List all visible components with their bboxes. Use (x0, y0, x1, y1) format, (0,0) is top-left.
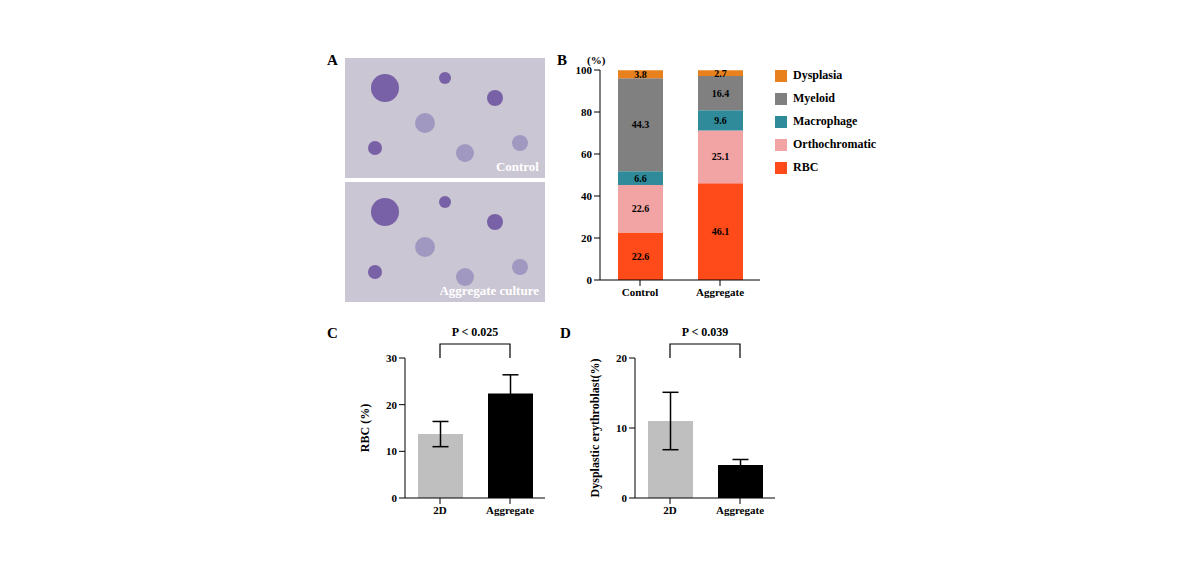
html-text:A: A (327, 52, 338, 68)
svg-text:60: 60 (581, 148, 593, 160)
svg-text:22.6: 22.6 (632, 203, 650, 214)
svg-text:80: 80 (581, 106, 593, 118)
svg-text:Aggregate: Aggregate (696, 286, 744, 298)
html-text:B: B (557, 52, 567, 68)
html-text:Macrophage: Macrophage (793, 114, 858, 128)
svg-text:6.6: 6.6 (634, 173, 647, 184)
svg-text:20: 20 (616, 352, 628, 364)
svg-text:22.6: 22.6 (632, 251, 650, 262)
html-text:C: C (327, 325, 338, 341)
svg-text:Control: Control (622, 286, 658, 298)
svg-text:25.1: 25.1 (712, 151, 730, 162)
svg-text:10: 10 (616, 422, 628, 434)
html-text:RBC: RBC (793, 160, 819, 174)
svg-text:20: 20 (581, 232, 593, 244)
svg-text:P < 0.025: P < 0.025 (452, 325, 499, 339)
svg-text:40: 40 (581, 190, 593, 202)
svg-text:20: 20 (386, 399, 398, 411)
svg-text:16.4: 16.4 (712, 88, 730, 99)
svg-text:100: 100 (576, 64, 593, 76)
svg-text:10: 10 (386, 445, 398, 457)
html-text:D: D (560, 325, 571, 341)
svg-text:2.7: 2.7 (714, 68, 727, 79)
svg-text:3.8: 3.8 (634, 69, 647, 80)
svg-text:RBC (%): RBC (%) (358, 404, 372, 452)
html-text:Myeloid: Myeloid (793, 91, 835, 105)
svg-text:0: 0 (622, 492, 628, 504)
html-text:Aggregate culture: Aggregate culture (439, 283, 539, 298)
svg-text:0: 0 (392, 492, 398, 504)
svg-text:Aggregate: Aggregate (486, 504, 534, 516)
svg-text:46.1: 46.1 (712, 226, 730, 237)
html-text:Orthochromatic: Orthochromatic (793, 137, 877, 151)
html-text:Control: Control (495, 159, 539, 174)
svg-text:Aggregate: Aggregate (716, 504, 764, 516)
svg-text:2D: 2D (433, 504, 447, 516)
svg-text:Dysplastic erythroblast(%): Dysplastic erythroblast(%) (588, 359, 602, 498)
svg-text:9.6: 9.6 (714, 115, 727, 126)
svg-text:30: 30 (386, 352, 398, 364)
svg-text:P < 0.039: P < 0.039 (682, 325, 729, 339)
svg-text:0: 0 (587, 274, 593, 286)
svg-text:44.3: 44.3 (632, 119, 650, 130)
html-text:Dysplasia: Dysplasia (793, 68, 843, 82)
svg-text:2D: 2D (663, 504, 677, 516)
